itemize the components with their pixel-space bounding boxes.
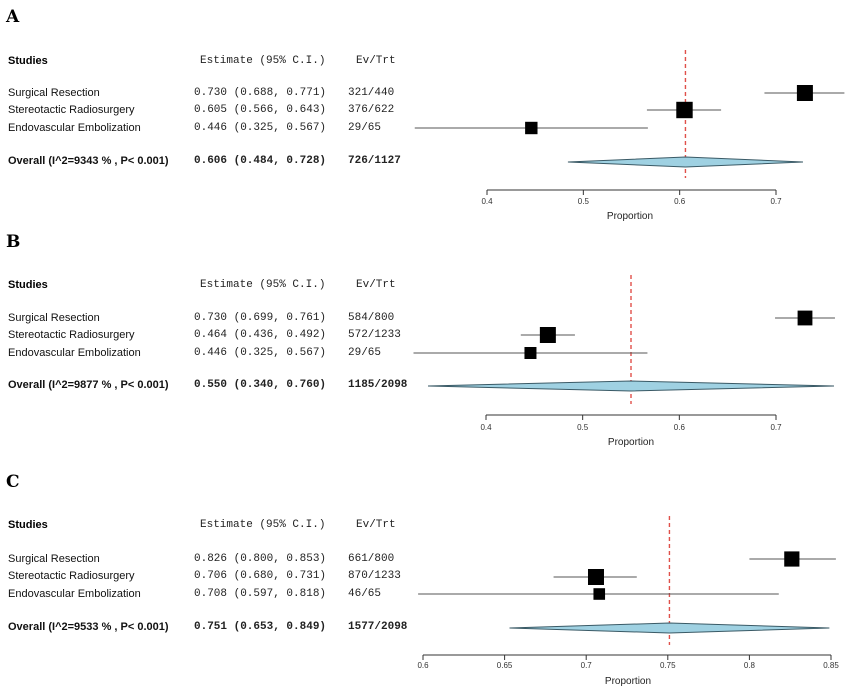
panel-label: C xyxy=(6,472,20,492)
panel-label: A xyxy=(6,7,20,27)
study-estimate: 0.730 (0.699, 0.761) xyxy=(194,312,327,324)
study-evtrt: 661/800 xyxy=(348,553,395,565)
overall-evtrt: 1185/2098 xyxy=(348,379,408,391)
x-tick-label: 0.7 xyxy=(581,661,593,670)
study-evtrt: 870/1233 xyxy=(348,570,401,582)
study-estimate: 0.605 (0.566, 0.643) xyxy=(194,104,327,116)
studies-header: Studies xyxy=(8,55,48,67)
overall-diamond xyxy=(567,156,803,168)
x-tick-label: 0.6 xyxy=(417,661,429,670)
x-axis-title: Proportion xyxy=(605,676,651,687)
studies-header: Studies xyxy=(8,519,48,531)
estimate-square xyxy=(525,121,538,135)
x-tick-label: 0.6 xyxy=(674,423,686,432)
study-estimate: 0.446 (0.325, 0.567) xyxy=(194,347,327,359)
estimate-square xyxy=(796,85,813,101)
x-tick-label: 0.6 xyxy=(674,197,686,206)
evtrt-header: Ev/Trt xyxy=(356,55,396,67)
x-tick-label: 0.5 xyxy=(578,197,590,206)
study-evtrt: 584/800 xyxy=(348,312,395,324)
overall-name: Overall (I^2=9533 % , P< 0.001) xyxy=(8,621,169,633)
study-name: Surgical Resection xyxy=(8,553,100,565)
study-estimate: 0.706 (0.680, 0.731) xyxy=(194,570,327,582)
estimate-square xyxy=(539,327,556,343)
study-name: Surgical Resection xyxy=(8,87,100,99)
x-tick-label: 0.75 xyxy=(660,661,676,670)
estimate-square xyxy=(593,588,606,600)
studies-header: Studies xyxy=(8,279,48,291)
estimate-square xyxy=(797,310,813,326)
x-tick-label: 0.8 xyxy=(744,661,756,670)
x-axis-title: Proportion xyxy=(607,211,653,222)
study-evtrt: 572/1233 xyxy=(348,329,401,341)
study-evtrt: 321/440 xyxy=(348,87,395,99)
overall-estimate: 0.751 (0.653, 0.849) xyxy=(194,621,327,633)
estimate-header: Estimate (95% C.I.) xyxy=(200,519,326,531)
forest-panel-b: B Studies Estimate (95% C.I.) Ev/Trt Sur… xyxy=(0,231,851,462)
overall-evtrt: 726/1127 xyxy=(348,155,401,167)
overall-estimate: 0.550 (0.340, 0.760) xyxy=(194,379,327,391)
x-tick-label: 0.4 xyxy=(480,423,492,432)
study-name: Endovascular Embolization xyxy=(8,122,141,134)
study-estimate: 0.730 (0.688, 0.771) xyxy=(194,87,327,99)
study-name: Stereotactic Radiosurgery xyxy=(8,104,135,116)
panel-label: B xyxy=(6,232,21,252)
estimate-header: Estimate (95% C.I.) xyxy=(200,279,326,291)
estimate-square xyxy=(524,347,537,359)
x-tick-label: 0.7 xyxy=(770,197,782,206)
study-name: Endovascular Embolization xyxy=(8,347,141,359)
study-evtrt: 29/65 xyxy=(348,122,382,134)
estimate-square xyxy=(784,551,800,567)
study-estimate: 0.826 (0.800, 0.853) xyxy=(194,553,327,565)
forest-panel-c: C Studies Estimate (95% C.I.) Ev/Trt Sur… xyxy=(0,462,851,693)
overall-diamond xyxy=(509,622,830,634)
overall-estimate: 0.606 (0.484, 0.728) xyxy=(194,155,327,167)
forest-panel-a: A Studies Estimate (95% C.I.) Ev/Trt Sur… xyxy=(0,0,851,231)
overall-evtrt: 1577/2098 xyxy=(348,621,408,633)
x-tick-label: 0.4 xyxy=(481,197,493,206)
overall-name: Overall (I^2=9343 % , P< 0.001) xyxy=(8,155,169,167)
evtrt-header: Ev/Trt xyxy=(356,279,396,291)
study-name: Endovascular Embolization xyxy=(8,588,141,600)
study-estimate: 0.464 (0.436, 0.492) xyxy=(194,329,327,341)
study-name: Surgical Resection xyxy=(8,312,100,324)
study-evtrt: 376/622 xyxy=(348,104,395,116)
study-evtrt: 46/65 xyxy=(348,588,382,600)
estimate-square xyxy=(676,101,693,119)
study-name: Stereotactic Radiosurgery xyxy=(8,570,135,582)
study-evtrt: 29/65 xyxy=(348,347,382,359)
overall-name: Overall (I^2=9877 % , P< 0.001) xyxy=(8,379,169,391)
study-name: Stereotactic Radiosurgery xyxy=(8,329,135,341)
x-tick-label: 0.7 xyxy=(770,423,782,432)
x-tick-label: 0.85 xyxy=(823,661,839,670)
x-tick-label: 0.5 xyxy=(577,423,589,432)
study-estimate: 0.446 (0.325, 0.567) xyxy=(194,122,327,134)
evtrt-header: Ev/Trt xyxy=(356,519,396,531)
overall-diamond xyxy=(427,380,835,392)
x-axis-title: Proportion xyxy=(608,437,654,448)
x-tick-label: 0.65 xyxy=(497,661,513,670)
estimate-header: Estimate (95% C.I.) xyxy=(200,55,326,67)
estimate-square xyxy=(587,569,604,585)
study-estimate: 0.708 (0.597, 0.818) xyxy=(194,588,327,600)
